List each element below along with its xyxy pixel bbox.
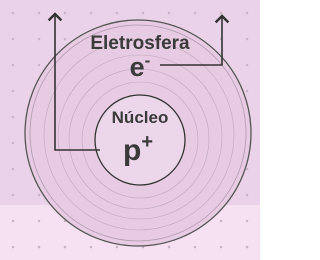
nucleus-label: Núcleo: [112, 108, 169, 127]
electrosphere-label: Eletrosfera: [90, 33, 190, 54]
electron-charge: -: [145, 51, 151, 70]
electron-letter: e: [130, 52, 145, 82]
proton-charge: +: [141, 131, 153, 153]
proton-letter: p: [123, 134, 141, 167]
atom-diagram: Eletrosfera e- Núcleo p+: [0, 0, 260, 260]
